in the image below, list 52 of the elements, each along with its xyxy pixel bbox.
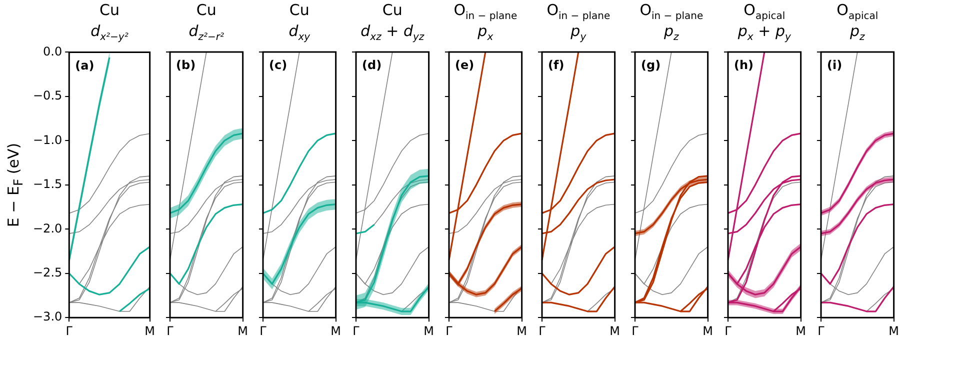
y-tick-label: −2.5: [33, 265, 62, 280]
x-tick-label: Γ: [446, 324, 453, 338]
chart-subtitle: d$_{x²−y²}$: [90, 21, 130, 43]
x-tick-label: M: [796, 324, 806, 338]
chart-title: O$_{in − plane}$: [638, 0, 704, 22]
x-tick-label: M: [424, 324, 434, 338]
x-tick-label: M: [238, 324, 248, 338]
annotation: (e): [455, 58, 474, 72]
annotation: (i): [827, 58, 842, 72]
y-tick-label: 0.0: [43, 44, 62, 58]
annotation: (f): [548, 58, 564, 72]
chart-subtitle: p$_{x}$ + p$_{y}$: [736, 22, 792, 43]
x-tick-label: M: [888, 324, 900, 338]
y-tick-label: −1.0: [33, 132, 62, 147]
chart-subtitle: p$_{z}$: [663, 22, 680, 43]
chart-title: Cu: [195, 0, 218, 21]
x-tick-label: M: [330, 324, 342, 338]
x-tick-label: M: [144, 324, 156, 338]
x-tick-label: M: [516, 324, 528, 338]
chart-title: Cu: [288, 0, 310, 21]
annotation: (b): [176, 58, 196, 72]
x-tick-label: Γ: [818, 324, 825, 338]
chart-subtitle: d$_{xy}$: [288, 21, 312, 43]
annotation: (c): [269, 58, 288, 72]
chart-subtitle: p$_{x}$: [476, 22, 494, 43]
x-tick-label: Γ: [260, 324, 267, 338]
chart-subtitle: d$_{xz}$ + d$_{yz}$: [360, 21, 426, 43]
x-tick-label: Γ: [352, 324, 360, 338]
chart-title: Cu: [98, 0, 120, 21]
chart-subtitle: d$_{z²−r²}$: [188, 21, 226, 43]
chart-subtitle: p$_{y}$: [570, 22, 588, 43]
x-tick-label: M: [702, 324, 714, 338]
chart-title: O$_{in − plane}$: [452, 0, 518, 22]
chart-title: O$_{apical}$: [742, 0, 786, 22]
chart-title: O$_{apical}$: [836, 0, 880, 22]
annotation: (d): [362, 58, 382, 72]
annotation: (a): [75, 58, 94, 72]
y-tick-label: −0.5: [33, 88, 62, 103]
y-tick-label: −2.0: [33, 221, 62, 236]
x-tick-label: Γ: [724, 324, 732, 338]
annotation: (h): [734, 58, 754, 72]
x-tick-label: M: [610, 324, 620, 338]
x-tick-label: Γ: [66, 324, 73, 338]
chart-title: O$_{in − plane}$: [546, 0, 612, 22]
x-tick-label: Γ: [538, 324, 546, 338]
chart-subtitle: p$_{z}$: [849, 22, 866, 43]
chart-title: Cu: [381, 0, 404, 21]
x-tick-label: Γ: [632, 324, 639, 338]
y-tick-label: −1.5: [33, 177, 62, 192]
x-tick-label: Γ: [166, 324, 174, 338]
y-tick-label: −3.0: [33, 310, 62, 324]
annotation: (g): [641, 58, 661, 72]
